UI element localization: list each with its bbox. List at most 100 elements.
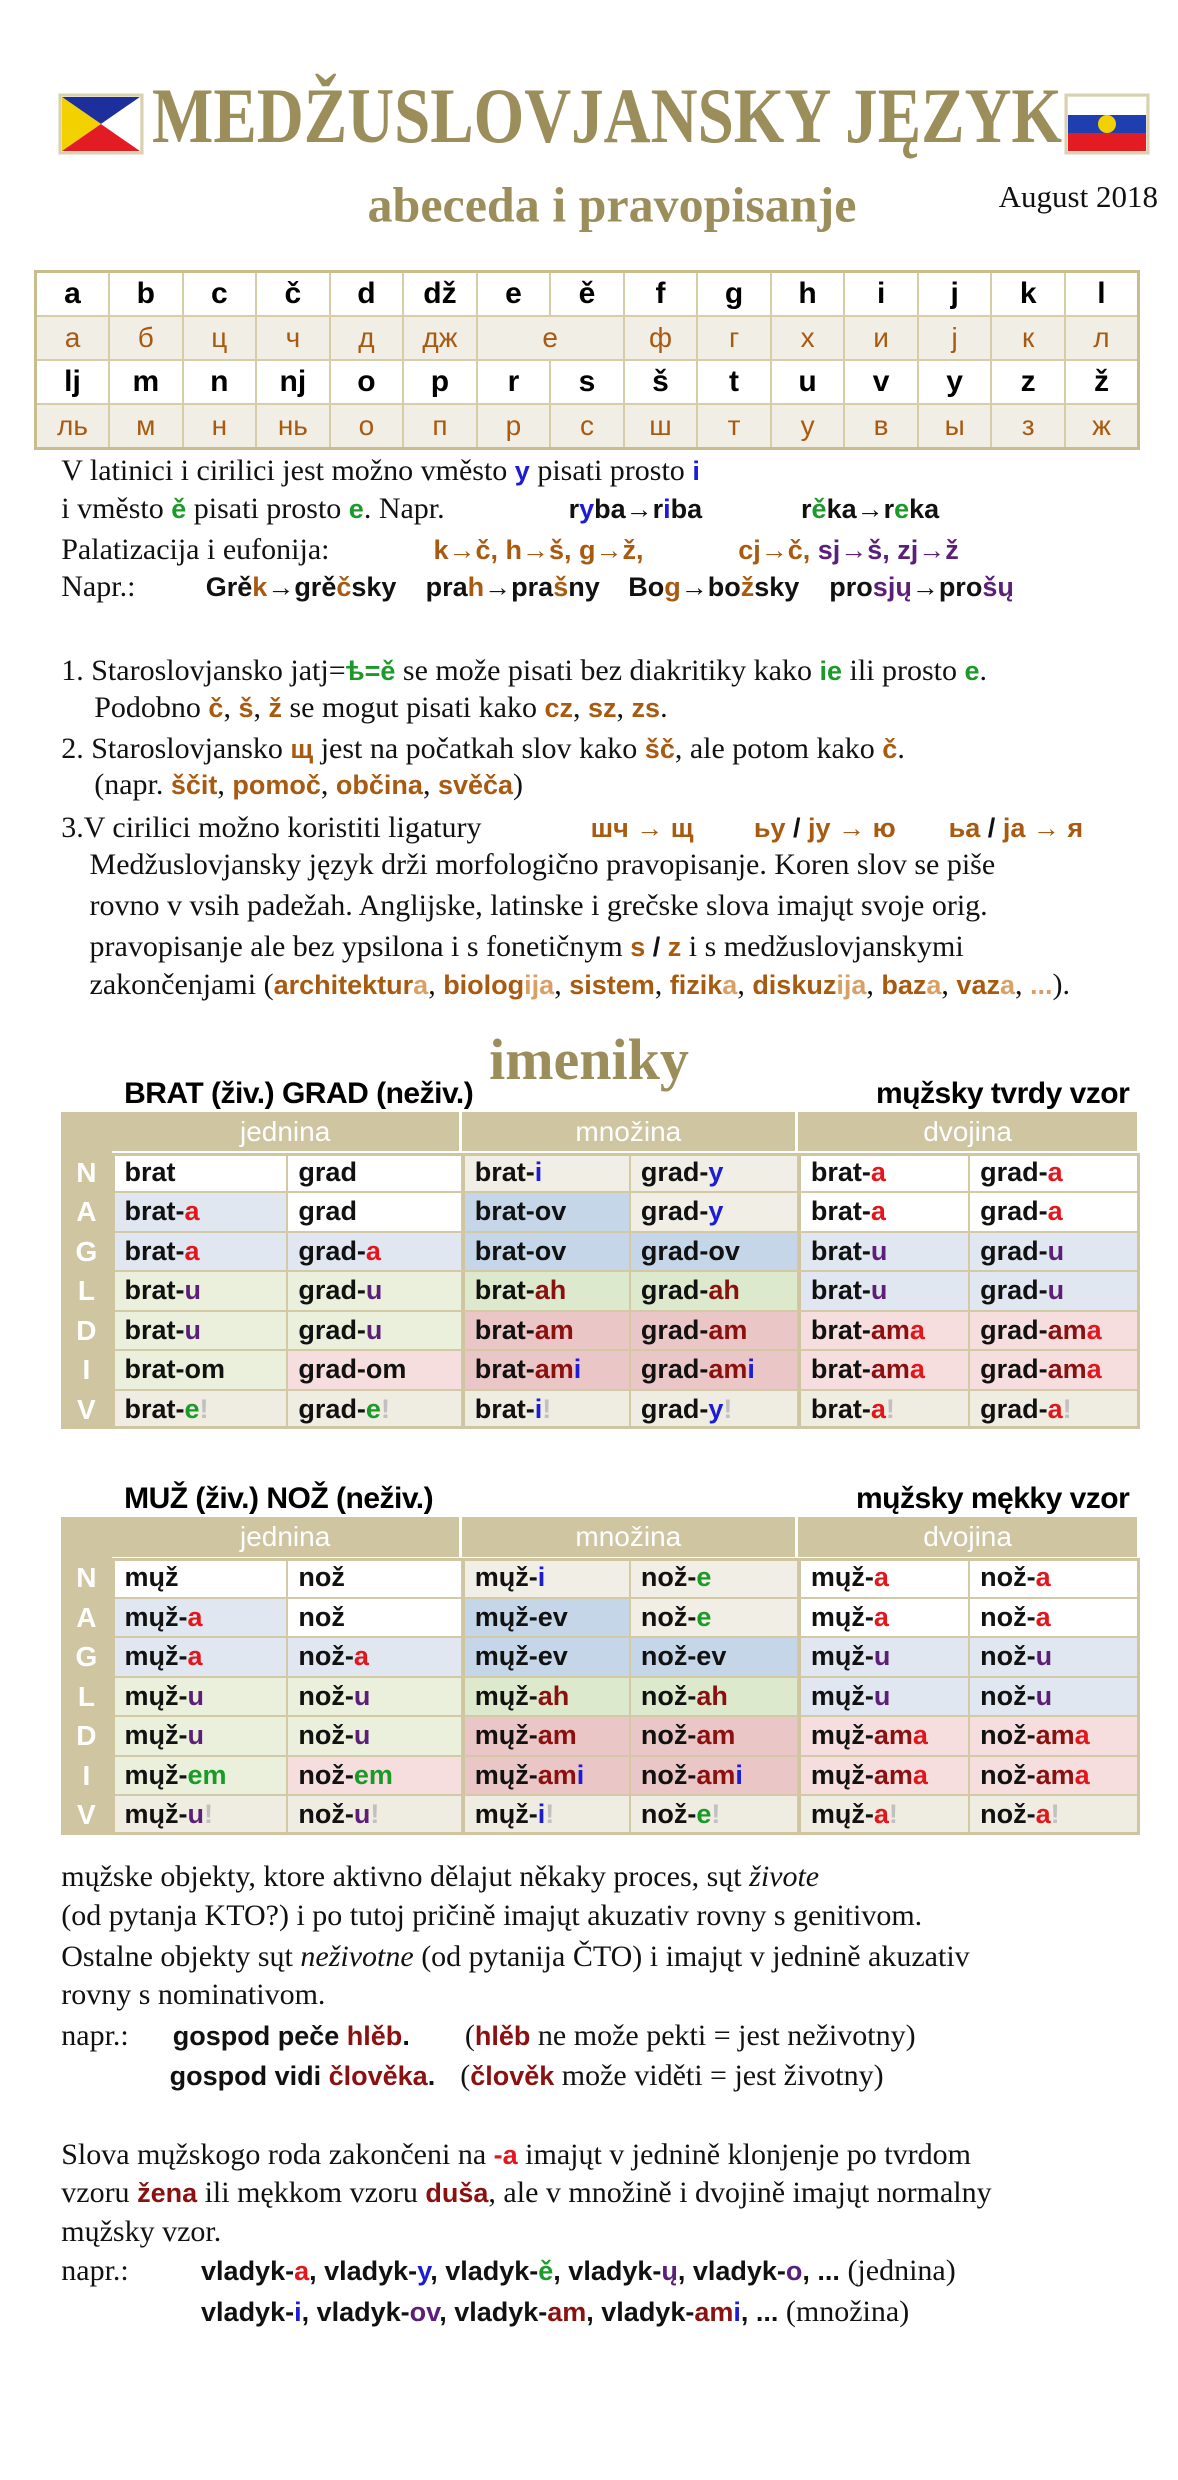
- letter: ф: [622, 315, 699, 361]
- case-label: V: [77, 1393, 96, 1425]
- text-segment: mųž-: [810, 1759, 874, 1790]
- text-segment: e: [696, 1601, 712, 1632]
- text-segment: r: [568, 493, 580, 524]
- text-segment: ah: [534, 1275, 567, 1306]
- text-segment: baz: [881, 969, 927, 1000]
- text-line: Ostalne objekty sųt neživotne (od pytani…: [61, 1938, 969, 1976]
- letter: дж: [402, 315, 478, 361]
- case-label: I: [82, 1354, 91, 1386]
- text-segment: a: [873, 1562, 889, 1593]
- text-segment: Palatizacija i eufonija:: [61, 532, 330, 566]
- text-segment: nož-: [640, 1680, 697, 1711]
- table-cell: nož-e!: [629, 1795, 798, 1835]
- alphabet-row: a b c č d dž e ě f g h i j k l: [34, 270, 1140, 317]
- table-cell: brat-ama: [797, 1350, 970, 1390]
- text-segment: brat: [124, 1156, 176, 1187]
- text-segment: cz: [544, 693, 573, 724]
- table-cell: brat-i: [461, 1152, 630, 1193]
- text-segment: am: [870, 1354, 910, 1385]
- text-segment: gospod vidi: [169, 2061, 329, 2092]
- text-segment: jу → ю: [808, 812, 896, 843]
- text-segment: шч → щ: [590, 812, 694, 843]
- text-segment: a: [1074, 1759, 1090, 1790]
- text-segment: nož-: [298, 1759, 354, 1790]
- text-segment: grad-: [980, 1275, 1048, 1306]
- text-segment: ili prosto: [842, 653, 965, 687]
- text-segment: i: [537, 1562, 546, 1593]
- text-segment: y: [708, 1196, 724, 1227]
- text-segment: a: [873, 1601, 889, 1632]
- table-cell: brat-u: [111, 1310, 288, 1351]
- text-segment: !: [723, 1393, 733, 1424]
- text-line: rovno v vsih padežah. Anglijske, latinsk…: [90, 887, 988, 925]
- text-line: (člověk može viděti = jest životny): [460, 2057, 883, 2095]
- text-segment: u: [870, 1235, 888, 1266]
- letter: c: [181, 270, 258, 317]
- letter: и: [843, 315, 919, 361]
- text-segment: a: [1086, 1354, 1102, 1385]
- table-cell: nož-ev: [629, 1637, 798, 1677]
- text-segment: (napr.: [94, 768, 171, 802]
- text-segment: mųž-: [474, 1720, 538, 1751]
- text-segment: pro: [829, 572, 873, 603]
- text-segment: grad-: [640, 1354, 709, 1385]
- table-cell: nož-e: [629, 1558, 798, 1598]
- table-cell: grad-a: [969, 1192, 1141, 1232]
- text-segment: e: [964, 655, 980, 686]
- text-line: prosjų→prošų: [829, 568, 1014, 606]
- table-cell: grad-am: [629, 1310, 798, 1351]
- text-segment: sistem: [569, 969, 655, 1000]
- table-cell: mųž-a: [111, 1637, 288, 1677]
- table-cell: mųž-i!: [461, 1795, 630, 1835]
- text-segment: vzoru: [61, 2175, 138, 2209]
- table-cell: nož-u!: [287, 1795, 462, 1835]
- text-segment: am: [1047, 1354, 1087, 1385]
- text-segment: ,: [253, 691, 269, 725]
- text-segment: napr.:: [61, 2254, 129, 2288]
- text-segment: hlěb: [346, 2020, 403, 2051]
- text-segment: y: [514, 456, 530, 487]
- text-segment: i: [294, 2297, 302, 2328]
- table-cell: brat-ama: [797, 1310, 970, 1351]
- text-segment: sky: [754, 572, 800, 603]
- text-segment: mųž-: [124, 1720, 188, 1751]
- text-segment: u: [187, 1799, 205, 1830]
- table-cell: nož-u: [969, 1676, 1141, 1717]
- text-segment: grad-: [640, 1156, 709, 1187]
- case-label: L: [77, 1275, 95, 1307]
- letter: a: [34, 270, 111, 317]
- letter: n: [181, 359, 258, 405]
- text-segment: am: [1035, 1720, 1075, 1751]
- text-segment: !: [888, 1799, 898, 1830]
- text-segment: .: [402, 2020, 410, 2051]
- text-segment: brat-: [124, 1275, 185, 1306]
- text-segment: može viděti = jest životny): [554, 2059, 884, 2093]
- text-segment: občina: [335, 770, 423, 801]
- text-line: i vměsto ě pisati prosto e. Napr.: [61, 490, 444, 528]
- case-label: A: [76, 1601, 97, 1633]
- text-segment: jest na počatkah slov kako: [313, 732, 645, 766]
- alphabet-row: lj m n nj o p r s š t u v y z ž: [34, 359, 1140, 405]
- text-segment: a: [1047, 1393, 1063, 1424]
- text-segment: ,: [573, 691, 588, 725]
- text-segment: z: [667, 932, 682, 963]
- text-segment: a: [1035, 1562, 1051, 1593]
- text-segment: e: [894, 493, 910, 524]
- text-segment: grad-: [980, 1354, 1048, 1385]
- letter: nj: [255, 359, 331, 405]
- text-segment: a: [926, 969, 942, 1000]
- text-segment: se može pisati bez diakritiky kako: [395, 653, 820, 687]
- text-segment: ba→r: [594, 493, 664, 524]
- letter: у: [769, 403, 846, 450]
- text-segment: ): [513, 768, 524, 802]
- table-cell: nož-a: [969, 1558, 1141, 1598]
- text-segment: , vladyk-: [439, 2297, 548, 2328]
- table-cell: grad-ah: [629, 1271, 798, 1311]
- title: MEDŽUSLOVJANSKY JĘZYK: [152, 72, 1062, 159]
- text-segment: mųž-: [810, 1720, 874, 1751]
- text-line: (hlěb ne može pekti = jest neživotny): [465, 2017, 916, 2055]
- text-segment: -a: [493, 2139, 518, 2170]
- case-label: V: [77, 1799, 96, 1831]
- table-cell: grad-e!: [287, 1389, 462, 1430]
- text-segment: ,: [428, 967, 444, 1001]
